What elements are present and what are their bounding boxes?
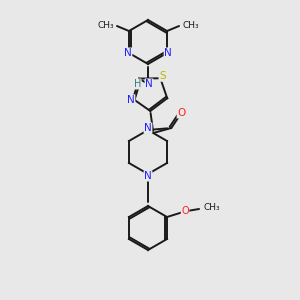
- Text: CH₃: CH₃: [182, 20, 199, 29]
- Text: H: H: [134, 79, 141, 89]
- Text: N: N: [144, 171, 152, 181]
- Text: N: N: [127, 95, 135, 105]
- Text: N: N: [145, 79, 153, 89]
- Text: O: O: [177, 108, 185, 118]
- Text: CH₃: CH₃: [203, 203, 220, 212]
- Text: CH₃: CH₃: [97, 20, 114, 29]
- Text: S: S: [159, 71, 166, 81]
- Text: N: N: [144, 123, 152, 133]
- Text: N: N: [124, 48, 132, 58]
- Text: N: N: [164, 48, 172, 58]
- Text: O: O: [181, 206, 189, 216]
